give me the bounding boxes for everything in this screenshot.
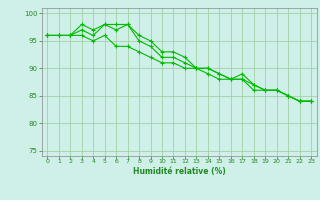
X-axis label: Humidité relative (%): Humidité relative (%) [133,167,226,176]
